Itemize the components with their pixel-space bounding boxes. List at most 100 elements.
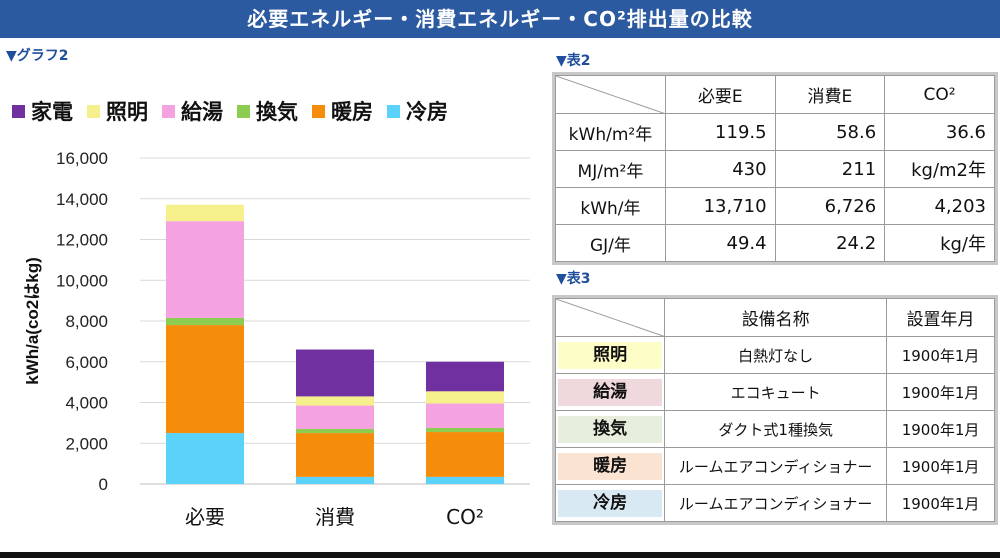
table-row: 冷房 ルームエアコンディショナー 1900年1月: [556, 485, 995, 522]
value-cell: kg/年: [885, 225, 995, 262]
bar-segment: [426, 427, 504, 433]
y-tick-label: 2,000: [65, 434, 108, 453]
chart-legend: 家電 照明 給湯 換気 暖房 冷房: [12, 96, 542, 126]
equipment-name-cell: ルームエアコンディショナー: [665, 485, 888, 522]
bar-segment: [296, 476, 374, 484]
bar-segment: [166, 317, 244, 326]
value-cell: kg/m2年: [885, 151, 995, 188]
legend-item: 冷房: [387, 96, 448, 126]
value-cell: 430: [665, 151, 776, 188]
energy-table: 必要E 消費E CO² kWh/m²年 119.5 58.6 36.6 MJ/m…: [552, 72, 998, 265]
y-tick-label: 16,000: [56, 149, 108, 168]
table-row: 給湯 エコキュート 1900年1月: [556, 374, 995, 411]
legend-item: 給湯: [162, 96, 223, 126]
unit-cell: MJ/m²年: [556, 151, 666, 188]
legend-swatch: [162, 104, 175, 118]
value-cell: 49.4: [665, 225, 776, 262]
y-tick-label: 4,000: [65, 394, 108, 413]
table-header-row: 必要E 消費E CO²: [556, 76, 995, 114]
x-tick-label: 消費: [315, 505, 355, 529]
equipment-type-cell: 冷房: [556, 485, 666, 522]
legend-swatch: [12, 104, 25, 118]
header-cell: 設置年月: [887, 299, 995, 337]
value-cell: 211: [775, 151, 886, 188]
legend-label: 冷房: [406, 100, 448, 124]
legend-swatch: [87, 104, 100, 118]
header-cell: CO²: [885, 76, 995, 114]
bar-segment: [296, 433, 374, 477]
legend-item: 換気: [237, 96, 298, 126]
equipment-type-cell: 照明: [556, 337, 666, 374]
equipment-type-label: 給湯: [558, 378, 663, 406]
value-cell: 6,726: [775, 188, 886, 225]
value-cell: 119.5: [665, 114, 776, 151]
table-row: kWh/年 13,710 6,726 4,203: [556, 188, 995, 225]
y-tick-label: 12,000: [56, 231, 108, 250]
equipment-type-label: 照明: [558, 341, 663, 369]
install-date-cell: 1900年1月: [887, 448, 995, 485]
bar-segment: [426, 391, 504, 404]
equipment-name-cell: ダクト式1種換気: [665, 411, 888, 448]
value-cell: 24.2: [775, 225, 886, 262]
unit-cell: kWh/m²年: [556, 114, 666, 151]
bar-segment: [426, 361, 504, 392]
equipment-type-cell: 給湯: [556, 374, 666, 411]
stacked-bar-chart: 0 2,000 4,000 6,000 8,000 10,000 12,000 14,000 1…: [23, 149, 530, 529]
y-tick-label: 6,000: [65, 353, 108, 372]
bar-segment: [426, 432, 504, 477]
y-tick-label: 8,000: [65, 312, 108, 331]
table-row: kWh/m²年 119.5 58.6 36.6: [556, 114, 995, 151]
equipment-name-cell: 白熱灯なし: [665, 337, 888, 374]
bar-segment: [296, 396, 374, 406]
equipment-type-cell: 換気: [556, 411, 666, 448]
equipment-type-label: 暖房: [558, 452, 663, 480]
value-cell: 13,710: [665, 188, 776, 225]
y-axis-label: kWh/a(co2はkg): [23, 257, 42, 385]
legend-label: 家電: [31, 100, 73, 124]
install-date-cell: 1900年1月: [887, 374, 995, 411]
install-date-cell: 1900年1月: [887, 411, 995, 448]
bar-segment: [426, 403, 504, 428]
legend-item: 家電: [12, 96, 73, 126]
install-date-cell: 1900年1月: [887, 337, 995, 374]
header-cell: 必要E: [665, 76, 776, 114]
value-cell: 36.6: [885, 114, 995, 151]
page-title: 必要エネルギー・消費エネルギー・CO²排出量の比較: [0, 0, 1000, 38]
x-tick-label: 必要: [185, 505, 225, 529]
equipment-name-cell: ルームエアコンディショナー: [665, 448, 888, 485]
table-row: 照明 白熱灯なし 1900年1月: [556, 337, 995, 374]
install-date-cell: 1900年1月: [887, 485, 995, 522]
bar-segment: [296, 428, 374, 434]
header-cell: 設備名称: [665, 299, 888, 337]
bar-segment: [166, 204, 244, 222]
y-tick-label: 10,000: [56, 271, 108, 290]
bar-segment: [426, 476, 504, 484]
bar-segment: [166, 325, 244, 434]
legend-swatch: [312, 104, 325, 118]
diagonal-header-cell: [556, 299, 666, 337]
table-row: 換気 ダクト式1種換気 1900年1月: [556, 411, 995, 448]
equipment-type-cell: 暖房: [556, 448, 666, 485]
equipment-table: 設備名称 設置年月 照明 白熱灯なし 1900年1月 給湯 エコキュート 190…: [552, 295, 998, 525]
table-header-row: 設備名称 設置年月: [556, 299, 995, 337]
table-row: GJ/年 49.4 24.2 kg/年: [556, 225, 995, 262]
table2-section-label: ▼表2: [556, 53, 591, 69]
legend-item: 照明: [87, 96, 148, 126]
legend-label: 照明: [106, 100, 148, 124]
bar-segment: [296, 405, 374, 429]
bottom-border: [0, 552, 1000, 558]
bar-segment: [166, 221, 244, 318]
table3-section-label: ▼表3: [556, 271, 591, 287]
graph-section-label: ▼グラフ2: [6, 48, 69, 64]
header-cell: 消費E: [775, 76, 886, 114]
table-row: 暖房 ルームエアコンディショナー 1900年1月: [556, 448, 995, 485]
value-cell: 58.6: [775, 114, 886, 151]
y-tick-label: 0: [99, 475, 108, 494]
bar-segment: [296, 349, 374, 397]
legend-swatch: [387, 104, 400, 118]
diagonal-header-cell: [556, 76, 666, 114]
unit-cell: GJ/年: [556, 225, 666, 262]
legend-swatch: [237, 104, 250, 118]
x-tick-label: CO²: [446, 505, 484, 529]
bar-segment: [166, 433, 244, 484]
